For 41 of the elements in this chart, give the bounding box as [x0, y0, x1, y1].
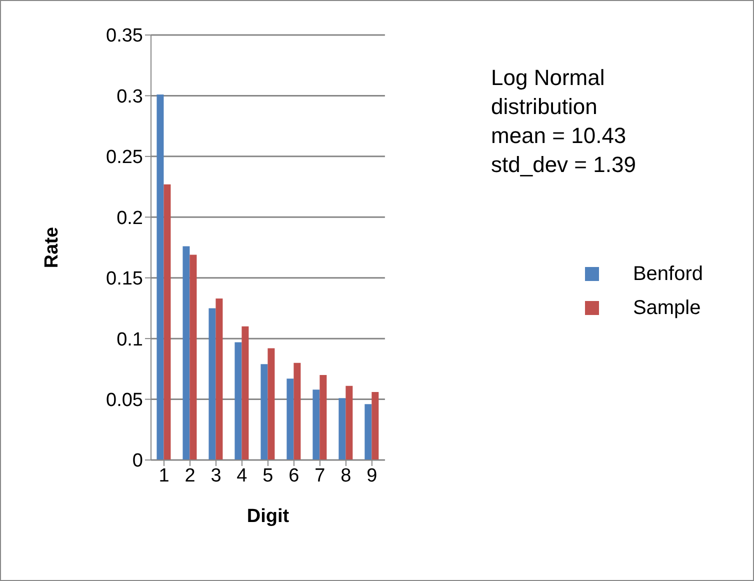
bar	[260, 364, 268, 460]
y-tick-label: 0	[132, 450, 143, 472]
bar	[268, 348, 275, 460]
bar	[294, 362, 301, 460]
y-tick-label: 0.1	[116, 329, 143, 350]
y-tick-label: 0.25	[106, 147, 143, 168]
x-axis-title: Digit	[246, 506, 290, 527]
x-tick-label: 3	[210, 465, 222, 486]
x-tick-label: 4	[236, 465, 248, 486]
x-tick-label: 9	[366, 465, 378, 486]
legend-label: Benford	[632, 262, 703, 284]
y-axis-title: Rate	[42, 226, 63, 268]
bar	[320, 375, 327, 460]
bar	[190, 254, 197, 460]
bar	[242, 326, 249, 460]
bar	[338, 398, 346, 460]
x-tick-label: 2	[184, 465, 196, 486]
bar	[208, 308, 216, 460]
bar	[372, 392, 379, 460]
y-tick-label: 0.2	[116, 208, 143, 229]
y-tick-label: 0.15	[106, 268, 143, 290]
legend-label: Sample	[632, 296, 701, 318]
text: mean = 10.43	[491, 122, 628, 150]
x-tick-label: 1	[158, 465, 170, 486]
y-tick-label: 0.3	[116, 86, 143, 108]
x-tick-label: 6	[288, 465, 300, 486]
y-tick-label: 0.35	[106, 26, 143, 47]
x-tick-label: 7	[314, 465, 326, 486]
bar	[346, 386, 353, 460]
text: std_dev = 1.39	[491, 151, 637, 179]
bar	[364, 404, 372, 460]
bar	[286, 378, 294, 460]
bar	[234, 342, 242, 460]
bar	[164, 184, 171, 460]
bar	[216, 298, 223, 460]
x-tick-label: 5	[262, 465, 274, 486]
bar	[182, 246, 190, 460]
bar	[156, 94, 164, 460]
bar	[312, 390, 320, 460]
x-tick-label: 8	[340, 465, 352, 486]
y-tick-label: 0.05	[106, 390, 143, 412]
